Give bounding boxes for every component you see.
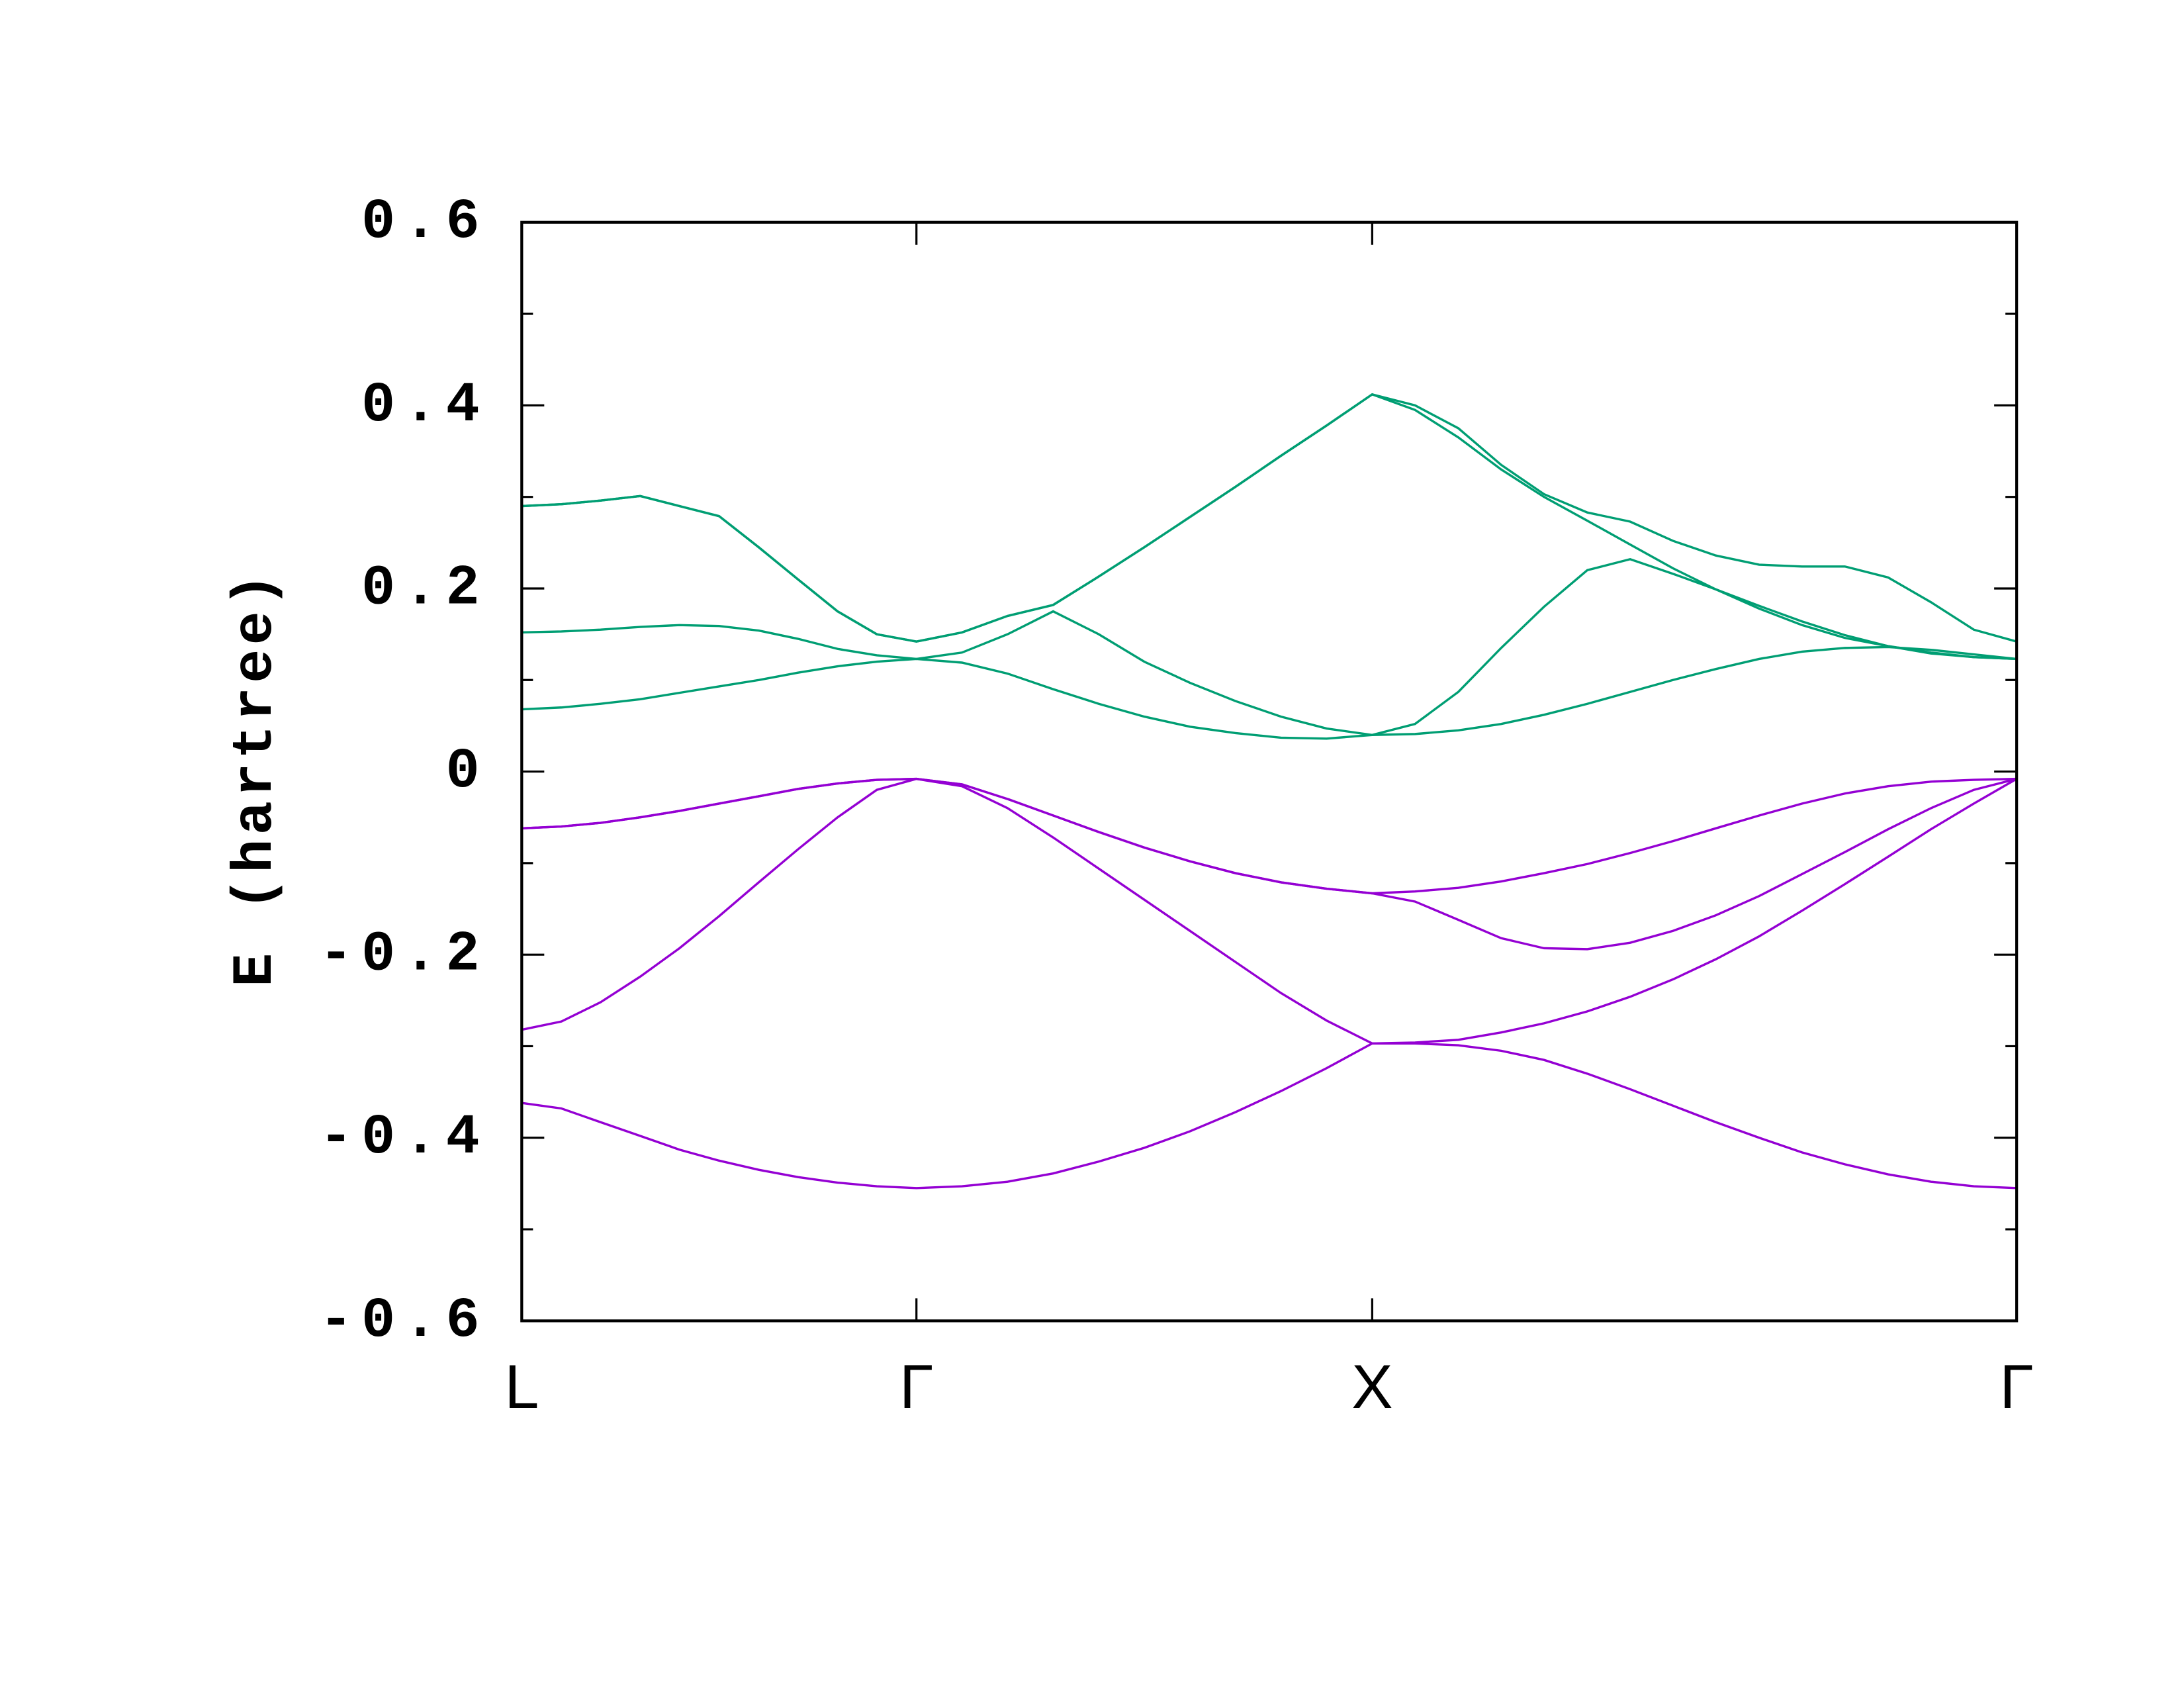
band-line (521, 777, 2017, 1045)
x-tick-label: X (1351, 1352, 1392, 1421)
y-axis-label: E (hartree) (224, 569, 288, 987)
y-tick-label: 0.2 (361, 556, 488, 620)
y-tick-label: -0.6 (319, 1289, 488, 1353)
y-tick-label: -0.2 (319, 923, 488, 987)
y-tick-label: -0.4 (319, 1105, 488, 1170)
x-tick-label: Γ (899, 1352, 934, 1421)
x-tick-label: Γ (1999, 1352, 2034, 1421)
band-line (522, 1042, 2017, 1190)
band-line (522, 645, 2017, 740)
band-line (522, 777, 2017, 895)
x-tick-label: L (504, 1352, 539, 1421)
y-tick-label: 0.4 (361, 373, 488, 438)
y-tick-label: 0.6 (361, 190, 488, 254)
band-line (522, 557, 2017, 736)
band-line (522, 393, 2017, 643)
plot-frame (520, 220, 2019, 1323)
y-tick-label: 0 (446, 739, 488, 804)
